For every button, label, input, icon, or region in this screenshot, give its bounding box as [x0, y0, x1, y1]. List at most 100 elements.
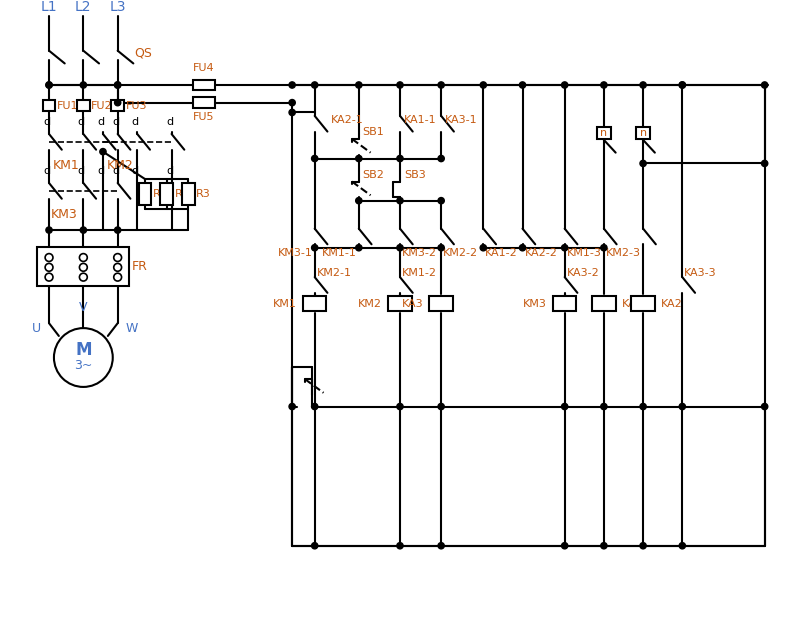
Bar — [388, 296, 412, 312]
Circle shape — [562, 403, 568, 410]
Text: KM2: KM2 — [107, 159, 133, 171]
Circle shape — [356, 82, 362, 88]
Circle shape — [480, 82, 487, 88]
Circle shape — [679, 82, 685, 88]
Bar — [139, 183, 152, 205]
Circle shape — [397, 82, 403, 88]
Circle shape — [761, 82, 768, 88]
Circle shape — [480, 245, 487, 251]
Circle shape — [289, 99, 295, 106]
Circle shape — [289, 109, 295, 116]
Circle shape — [289, 403, 295, 410]
Bar — [429, 296, 453, 312]
Circle shape — [356, 245, 362, 251]
Text: KA1: KA1 — [622, 298, 643, 308]
Text: KA3: KA3 — [402, 298, 424, 308]
Text: KA1-2: KA1-2 — [485, 248, 518, 258]
Text: KM1: KM1 — [273, 298, 297, 308]
Text: FU1: FU1 — [57, 100, 78, 111]
Circle shape — [679, 403, 685, 410]
Text: L3: L3 — [109, 1, 126, 15]
Text: KA2: KA2 — [661, 298, 682, 308]
Circle shape — [311, 245, 318, 251]
Circle shape — [115, 82, 120, 88]
Bar — [77, 100, 89, 111]
Circle shape — [601, 403, 607, 410]
Bar — [160, 183, 173, 205]
Text: FU4: FU4 — [193, 63, 215, 73]
Bar — [597, 127, 611, 139]
Text: KM2-3: KM2-3 — [606, 248, 641, 258]
Text: KM2: KM2 — [358, 298, 382, 308]
Text: U: U — [32, 322, 41, 334]
Text: M: M — [75, 341, 92, 359]
Circle shape — [356, 155, 362, 162]
Text: SB1: SB1 — [363, 127, 385, 137]
Circle shape — [311, 155, 318, 162]
Circle shape — [397, 245, 403, 251]
Circle shape — [115, 99, 120, 106]
Circle shape — [81, 82, 86, 88]
Circle shape — [761, 403, 768, 410]
Circle shape — [640, 161, 646, 167]
Circle shape — [519, 245, 526, 251]
Bar — [182, 183, 195, 205]
Circle shape — [438, 245, 444, 251]
Circle shape — [562, 245, 568, 251]
Text: 3~: 3~ — [74, 359, 93, 372]
Text: L1: L1 — [41, 1, 57, 15]
Circle shape — [397, 543, 403, 549]
Circle shape — [46, 82, 52, 88]
Text: KA1-1: KA1-1 — [404, 115, 437, 125]
Circle shape — [115, 227, 120, 233]
Circle shape — [397, 198, 403, 204]
Circle shape — [397, 403, 403, 410]
Text: R2: R2 — [175, 189, 189, 199]
Circle shape — [438, 543, 444, 549]
Text: KA2-1: KA2-1 — [330, 115, 363, 125]
Text: d: d — [78, 117, 85, 127]
Bar — [636, 127, 650, 139]
Text: d: d — [78, 166, 85, 176]
Text: FR: FR — [132, 260, 148, 273]
Circle shape — [81, 227, 86, 233]
Circle shape — [640, 543, 646, 549]
Text: n: n — [600, 128, 607, 138]
Text: QS: QS — [134, 46, 152, 59]
Text: FU3: FU3 — [125, 100, 147, 111]
Text: KM2-2: KM2-2 — [443, 248, 478, 258]
Text: R1: R1 — [153, 189, 168, 199]
Text: d: d — [44, 117, 50, 127]
Bar — [631, 296, 655, 312]
Circle shape — [438, 82, 444, 88]
Circle shape — [601, 543, 607, 549]
Bar — [193, 80, 215, 90]
Text: d: d — [166, 117, 173, 127]
Text: d: d — [97, 117, 105, 127]
Text: d: d — [132, 117, 139, 127]
Circle shape — [679, 543, 685, 549]
Circle shape — [397, 155, 403, 162]
Text: KM3: KM3 — [523, 298, 547, 308]
Bar — [303, 296, 326, 312]
Circle shape — [562, 82, 568, 88]
Text: R3: R3 — [196, 189, 211, 199]
Circle shape — [519, 82, 526, 88]
Text: KM2-1: KM2-1 — [317, 269, 352, 278]
Circle shape — [438, 403, 444, 410]
Circle shape — [601, 82, 607, 88]
Bar — [193, 97, 215, 108]
Text: n: n — [639, 128, 646, 138]
Text: KM1-3: KM1-3 — [567, 248, 602, 258]
Text: KM3-1: KM3-1 — [278, 248, 313, 258]
Circle shape — [100, 149, 106, 155]
Text: KA3-1: KA3-1 — [445, 115, 478, 125]
Text: V: V — [79, 301, 88, 314]
Text: d: d — [113, 166, 119, 176]
Circle shape — [562, 543, 568, 549]
Circle shape — [438, 198, 444, 204]
Text: KM3-2: KM3-2 — [402, 248, 437, 258]
Bar — [553, 296, 576, 312]
Bar — [38, 246, 129, 286]
Circle shape — [289, 82, 295, 88]
